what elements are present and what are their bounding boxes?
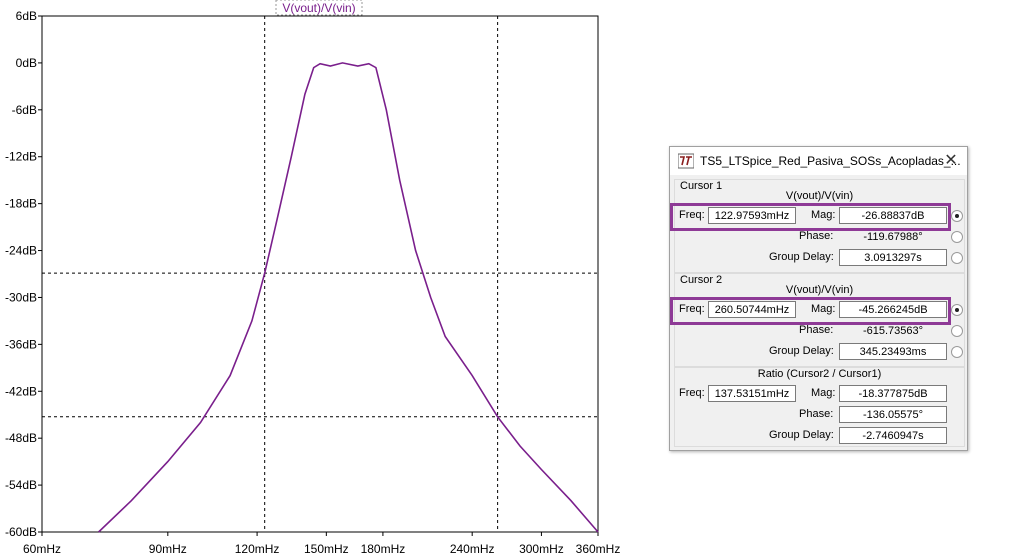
y-tick-label: -18dB (5, 197, 37, 211)
cursor2-label: Cursor 2 (680, 274, 723, 286)
cursor1-phase-field: -119.67988° (839, 228, 947, 245)
cursor2-section: Cursor 2 V(vout)/V(vin) Freq: 260.50744m… (674, 273, 965, 367)
ltspice-icon (678, 153, 694, 169)
y-tick-label: -60dB (5, 525, 37, 539)
dialog-titlebar[interactable]: TS5_LTSpice_Red_Pasiva_SOSs_Acopladas_..… (670, 147, 967, 175)
cursor-lines[interactable] (42, 16, 598, 532)
ratio-phase-field[interactable]: -136.05575° (839, 406, 947, 423)
cursor1-freq-label: Freq: (679, 209, 705, 221)
trace-vout-vin (98, 62, 599, 533)
cursor2-phase-label: Phase: (799, 324, 834, 336)
cursor-dialog: TS5_LTSpice_Red_Pasiva_SOSs_Acopladas_..… (669, 146, 968, 451)
cursor1-freq-field[interactable]: 122.97593mHz (708, 207, 796, 224)
bode-plot[interactable]: 6dB 0dB -6dB -12dB -18dB -24dB -30dB -36dB -42dB… (0, 0, 640, 559)
dialog-title: TS5_LTSpice_Red_Pasiva_SOSs_Acopladas_..… (700, 154, 961, 168)
y-tick-label: 0dB (16, 56, 37, 70)
cursor1-phase-radio[interactable] (951, 231, 963, 243)
x-tick-label: 240mHz (450, 542, 495, 556)
ratio-freq-field[interactable]: 137.53151mHz (708, 385, 796, 402)
y-tick-label: -6dB (12, 103, 37, 117)
cursor2-freq-label: Freq: (679, 303, 705, 315)
x-axis-ticks: 60mHz 90mHz 120mHz 150mHz 180mHz 240mHz 300mHz… (23, 532, 620, 556)
ratio-section: Ratio (Cursor2 / Cursor1) Freq: 137.5315… (674, 367, 965, 447)
y-tick-label: -48dB (5, 431, 37, 445)
ratio-phase-label: Phase: (799, 408, 834, 420)
ratio-gd-field[interactable]: -2.7460947s (839, 427, 947, 444)
cursor1-mag-field[interactable]: -26.88837dB (839, 207, 947, 224)
cursor1-highlight (670, 203, 951, 231)
ratio-label: Ratio (Cursor2 / Cursor1) (757, 368, 882, 380)
x-tick-label: 120mHz (235, 542, 280, 556)
y-tick-label: -30dB (5, 290, 37, 304)
cursor1-gd-label: Group Delay: (769, 251, 834, 263)
cursor1-label: Cursor 1 (680, 180, 723, 192)
cursor2-freq-field[interactable]: 260.50744mHz (708, 301, 796, 318)
trace-title-box (275, 0, 363, 16)
ratio-mag-field[interactable]: -18.377875dB (839, 385, 947, 402)
cursor2-phase-field: -615.73563° (839, 322, 947, 339)
x-tick-label: 150mHz (304, 542, 349, 556)
y-tick-label: 6dB (16, 9, 37, 23)
cursor2-trace: V(vout)/V(vin) (785, 284, 854, 296)
plot-frame (41, 15, 599, 533)
y-tick-label: -36dB (5, 337, 37, 351)
close-icon[interactable]: ✕ (944, 152, 958, 169)
cursor1-mag-label: Mag: (811, 209, 836, 221)
cursor1-gd-radio[interactable] (951, 252, 963, 264)
cursor2-gd-field[interactable]: 345.23493ms (839, 343, 947, 360)
x-tick-label: 90mHz (149, 542, 187, 556)
cursor2-gd-radio[interactable] (951, 346, 963, 358)
y-tick-label: -42dB (5, 384, 37, 398)
cursor1-section: Cursor 1 V(vout)/V(vin) Freq: 122.97593m… (674, 179, 965, 273)
cursor2-mag-field[interactable]: -45.266245dB (839, 301, 947, 318)
y-tick-label: -24dB (5, 244, 37, 258)
y-tick-label: -54dB (5, 478, 37, 492)
cursor2-gd-label: Group Delay: (769, 345, 834, 357)
ratio-gd-label: Group Delay: (769, 429, 834, 441)
ratio-freq-label: Freq: (679, 387, 705, 399)
cursor1-gd-field[interactable]: 3.0913297s (839, 249, 947, 266)
x-tick-label: 180mHz (361, 542, 406, 556)
trace-title[interactable]: V(vout)/V(vin) (282, 1, 355, 15)
cursor2-mag-label: Mag: (811, 303, 836, 315)
y-tick-label: -12dB (5, 150, 37, 164)
x-tick-label: 60mHz (23, 542, 61, 556)
ratio-mag-label: Mag: (811, 387, 836, 399)
cursor2-highlight (670, 297, 951, 325)
cursor1-mag-radio[interactable] (951, 210, 963, 222)
x-tick-label: 360mHz (576, 542, 621, 556)
y-axis-ticks: 6dB 0dB -6dB -12dB -18dB -24dB -30dB -36dB -42dB… (5, 9, 42, 539)
cursor2-phase-radio[interactable] (951, 325, 963, 337)
cursor1-phase-label: Phase: (799, 230, 834, 242)
x-tick-label: 300mHz (519, 542, 564, 556)
cursor2-mag-radio[interactable] (951, 304, 963, 316)
cursor1-trace: V(vout)/V(vin) (785, 190, 854, 202)
